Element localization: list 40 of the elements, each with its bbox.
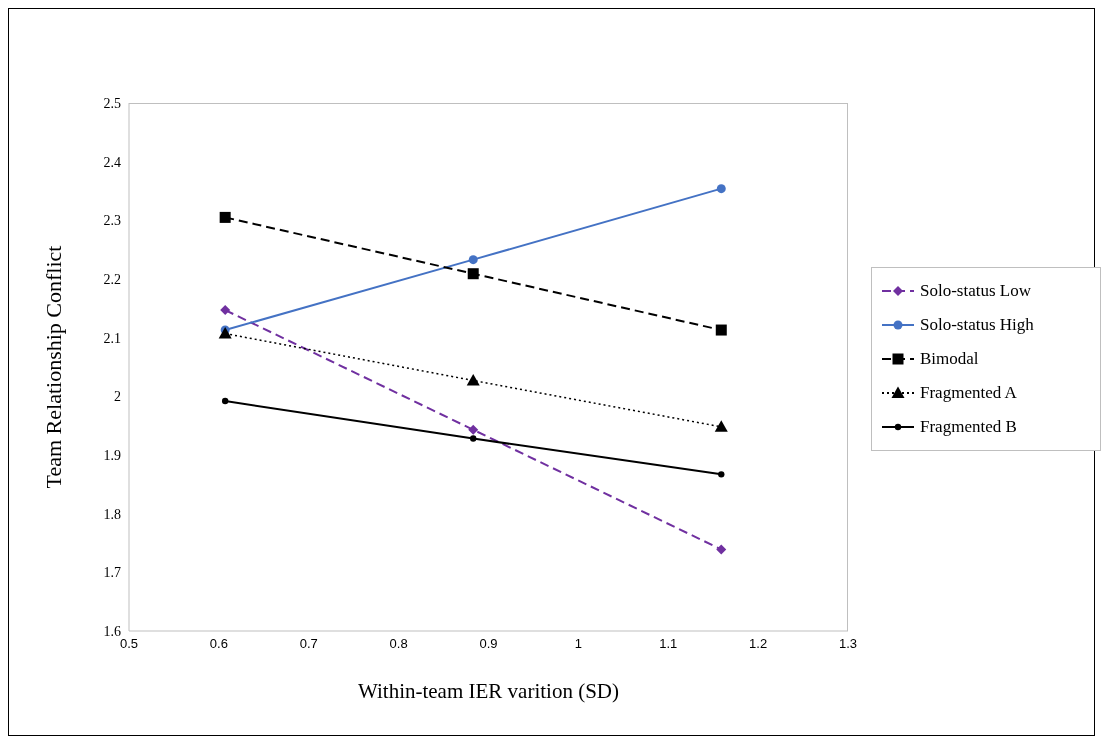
legend-label: Solo-status High [920, 315, 1034, 335]
y-tick-label: 2.1 [103, 330, 121, 346]
y-tick-label: 1.6 [103, 623, 121, 639]
point [716, 544, 727, 555]
x-tick-label: 0.8 [389, 636, 408, 652]
point [467, 268, 479, 280]
y-tick-label: 2.3 [103, 213, 121, 229]
x-axis-title: Within-team IER varition (SD) [357, 678, 620, 703]
point [714, 420, 728, 432]
x-tick-label: 0.5 [119, 636, 139, 652]
point [221, 397, 229, 405]
x-tick-label: 1.2 [749, 636, 768, 652]
y-tick-label: 2 [114, 389, 121, 405]
point [716, 184, 726, 194]
x-tick-label: 0.7 [299, 636, 318, 652]
x-tick-label: 1.1 [659, 636, 678, 652]
legend-label: Solo-status Low [920, 281, 1031, 301]
point [468, 255, 478, 265]
point [470, 435, 477, 442]
y-tick-label: 2.4 [103, 154, 121, 170]
point [218, 327, 232, 339]
point [718, 471, 725, 478]
y-axis-title: Team Relationship Conflict [40, 245, 66, 489]
y-tick-label: 1.8 [103, 506, 121, 522]
y-tick-label: 1.7 [103, 565, 121, 581]
x-tick-label: 1 [574, 636, 582, 652]
legend-label: Bimodal [920, 349, 979, 369]
x-tick-label: 1.3 [838, 636, 858, 652]
point [466, 373, 480, 386]
y-tick-label: 2.5 [103, 95, 121, 111]
y-tick-label: 2.2 [103, 271, 121, 287]
legend-label: Fragmented B [920, 417, 1017, 437]
x-tick-label: 0.6 [209, 636, 228, 652]
y-tick-label: 1.9 [103, 447, 121, 463]
point [219, 211, 231, 223]
legend-label: Fragmented A [920, 383, 1017, 403]
point [715, 324, 727, 336]
x-tick-label: 0.9 [479, 636, 498, 652]
point [220, 305, 231, 316]
point [468, 424, 479, 435]
